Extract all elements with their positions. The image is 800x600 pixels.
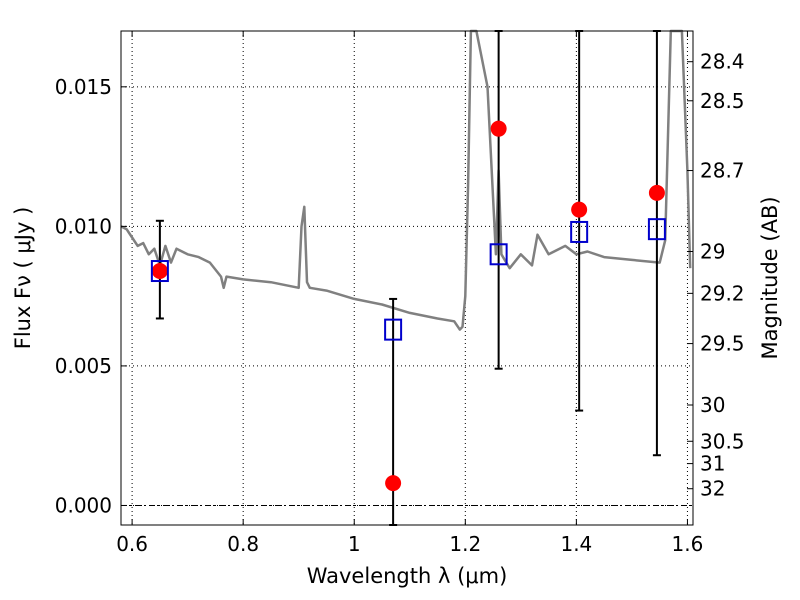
plot-background — [121, 31, 693, 525]
spectrum-layer — [120, 29, 692, 331]
magnitude-tick-label: 30.5 — [700, 429, 745, 453]
marker-layer — [150, 120, 666, 492]
x-tick-label: 1.6 — [672, 532, 704, 556]
observed-point — [151, 263, 168, 280]
observed-point — [490, 120, 507, 137]
x-tick-label: 1.2 — [449, 532, 481, 556]
magnitude-tick-label: 31 — [700, 452, 725, 476]
y-axis: 0.000 0.005 0.010 0.015 — [55, 75, 127, 517]
y-tick-label: 0.010 — [55, 214, 112, 238]
magnitude-tick-label: 29 — [700, 239, 725, 263]
magnitude-tick-label: 32 — [700, 477, 725, 501]
plot-frame — [120, 30, 694, 526]
model-point — [489, 243, 508, 266]
magnitude-tick-label: 30 — [700, 393, 725, 417]
y-tick-label: 0.000 — [55, 493, 112, 517]
x-tick-label: 1 — [348, 532, 361, 556]
observed-point — [648, 184, 665, 201]
magnitude-axis-title: Magnitude (AB) — [758, 196, 782, 359]
model-point — [384, 318, 403, 341]
spectrum-line — [120, 29, 692, 331]
magnitude-tick-label: 29.5 — [700, 332, 745, 356]
y-tick-label: 0.005 — [55, 354, 112, 378]
model-point — [570, 220, 589, 243]
observed-point — [385, 475, 402, 492]
magnitude-tick-label: 28.4 — [700, 50, 745, 74]
magnitude-tick-label: 28.5 — [700, 89, 745, 113]
magnitude-tick-label: 28.7 — [700, 159, 745, 183]
y-axis-title: Flux Fν ( μJy ) — [11, 207, 35, 350]
observed-point — [571, 201, 588, 218]
model-point — [647, 218, 666, 241]
y-tick-label: 0.015 — [55, 75, 112, 99]
x-tick-label: 1.4 — [560, 532, 592, 556]
x-axis: 0.6 0.8 1 1.2 1.4 1.6 — [116, 31, 703, 556]
model-point — [150, 260, 169, 283]
magnitude-tick-label: 29.2 — [700, 281, 745, 305]
x-axis-title: Wavelength λ (μm) — [307, 564, 508, 588]
x-tick-label: 0.6 — [116, 532, 148, 556]
x-tick-label: 0.8 — [227, 532, 259, 556]
